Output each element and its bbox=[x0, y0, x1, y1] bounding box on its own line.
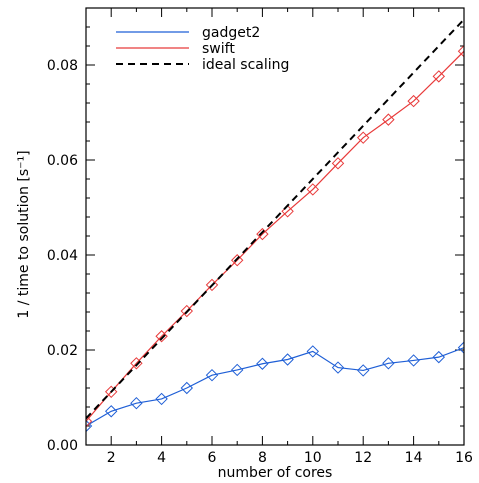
series-line bbox=[86, 347, 464, 427]
data-point bbox=[356, 131, 370, 144]
data-point bbox=[205, 278, 219, 292]
data-point bbox=[382, 357, 395, 370]
legend-label: gadget2 bbox=[202, 25, 260, 41]
x-tick-label: 6 bbox=[208, 450, 217, 466]
series-line bbox=[86, 18, 464, 420]
data-point bbox=[180, 304, 194, 318]
legend-label: swift bbox=[202, 41, 235, 57]
ticks-layer: 2 4 6 8 10 12 14 16 0.00 0.02 0.04 0.06 0.08 bbox=[47, 7, 473, 466]
series-gadget2 bbox=[86, 341, 464, 433]
y-tick-label: 0.04 bbox=[47, 248, 78, 264]
data-point bbox=[155, 330, 168, 343]
data-point bbox=[180, 381, 194, 395]
data-point bbox=[230, 254, 244, 267]
y-axis-label: 1 / time to solution [s⁻¹] bbox=[16, 150, 32, 318]
data-point bbox=[104, 405, 118, 418]
y-tick-label: 0.06 bbox=[47, 153, 78, 169]
data-point bbox=[155, 392, 168, 406]
data-point bbox=[331, 157, 345, 170]
plot-frame bbox=[85, 7, 465, 446]
data-point bbox=[407, 354, 420, 367]
data-point bbox=[407, 94, 420, 108]
x-tick-label: 2 bbox=[107, 450, 116, 466]
x-tick-label: 12 bbox=[354, 450, 372, 466]
y-tick-label: 0.08 bbox=[47, 58, 78, 74]
data-point bbox=[432, 70, 446, 83]
data-point bbox=[86, 419, 93, 433]
data-point bbox=[104, 385, 118, 399]
data-point bbox=[205, 368, 219, 382]
series-ideal-scaling bbox=[86, 18, 464, 420]
series-line bbox=[86, 50, 464, 422]
x-tick-label: 4 bbox=[157, 450, 166, 466]
data-point bbox=[256, 357, 269, 370]
data-point bbox=[86, 415, 93, 428]
y-tick-label: 0.00 bbox=[47, 438, 78, 454]
x-axis-label: number of cores bbox=[218, 465, 333, 481]
data-point bbox=[356, 364, 370, 377]
data-point bbox=[256, 227, 269, 241]
data-point bbox=[457, 341, 464, 354]
data-point bbox=[331, 361, 345, 374]
x-tick-label: 14 bbox=[405, 450, 423, 466]
x-tick-label: 8 bbox=[258, 450, 267, 466]
series-layer bbox=[86, 18, 464, 433]
series-swift bbox=[86, 45, 464, 428]
x-tick-label: 16 bbox=[455, 450, 473, 466]
legend-label: ideal scaling bbox=[202, 57, 289, 73]
data-point bbox=[306, 183, 320, 196]
data-point bbox=[432, 350, 446, 364]
y-tick-label: 0.02 bbox=[47, 343, 78, 359]
data-point bbox=[457, 45, 464, 58]
data-point bbox=[281, 205, 294, 218]
data-point bbox=[281, 353, 294, 366]
data-point bbox=[382, 113, 395, 126]
data-point bbox=[130, 396, 143, 410]
x-tick-label: 10 bbox=[304, 450, 322, 466]
data-point bbox=[230, 363, 244, 377]
data-point bbox=[306, 345, 320, 358]
